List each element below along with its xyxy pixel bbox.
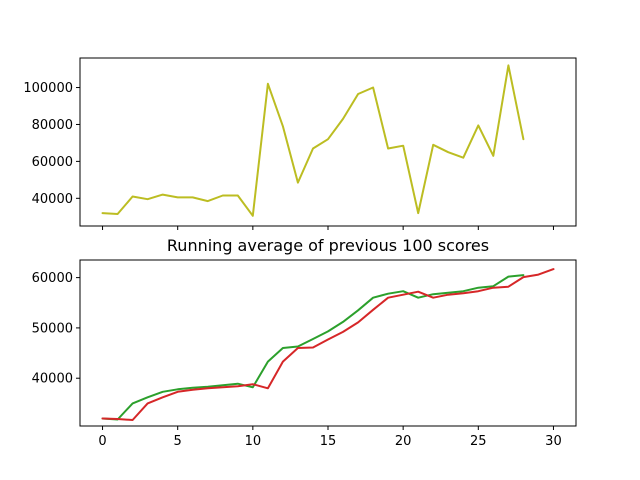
y-tick-label: 50000 [32, 321, 73, 336]
x-tick-label: 20 [395, 434, 412, 449]
y-tick-label: 40000 [32, 372, 73, 387]
y-tick-label: 80000 [32, 118, 73, 133]
x-tick-label: 10 [245, 434, 262, 449]
bottom-chart-series [101, 268, 555, 421]
top-chart-series [101, 64, 525, 217]
y-tick-label: 60000 [32, 271, 73, 286]
bottom-chart-panel: 0 5 10 15 20 25 30 40000 50000 60000 [32, 259, 577, 449]
series-line-0 [101, 64, 525, 217]
bottom-chart-axes: 0 5 10 15 20 25 30 40000 50000 60000 [32, 259, 577, 449]
top-chart-axes: 40000 60000 80000 100000 [23, 57, 577, 230]
series-line-0 [101, 274, 525, 421]
x-tick-label: 0 [98, 434, 106, 449]
top-chart-panel: 40000 60000 80000 100000 [23, 57, 577, 230]
y-tick-label: 40000 [32, 192, 73, 207]
x-tick-label: 5 [174, 434, 182, 449]
chart-title: Running average of previous 100 scores [167, 236, 489, 255]
x-tick-label: 30 [545, 434, 562, 449]
x-tick-label: 25 [470, 434, 487, 449]
y-tick-label: 60000 [32, 155, 73, 170]
series-line-1 [101, 268, 555, 421]
y-tick-label: 100000 [23, 81, 73, 96]
x-tick-label: 15 [320, 434, 337, 449]
